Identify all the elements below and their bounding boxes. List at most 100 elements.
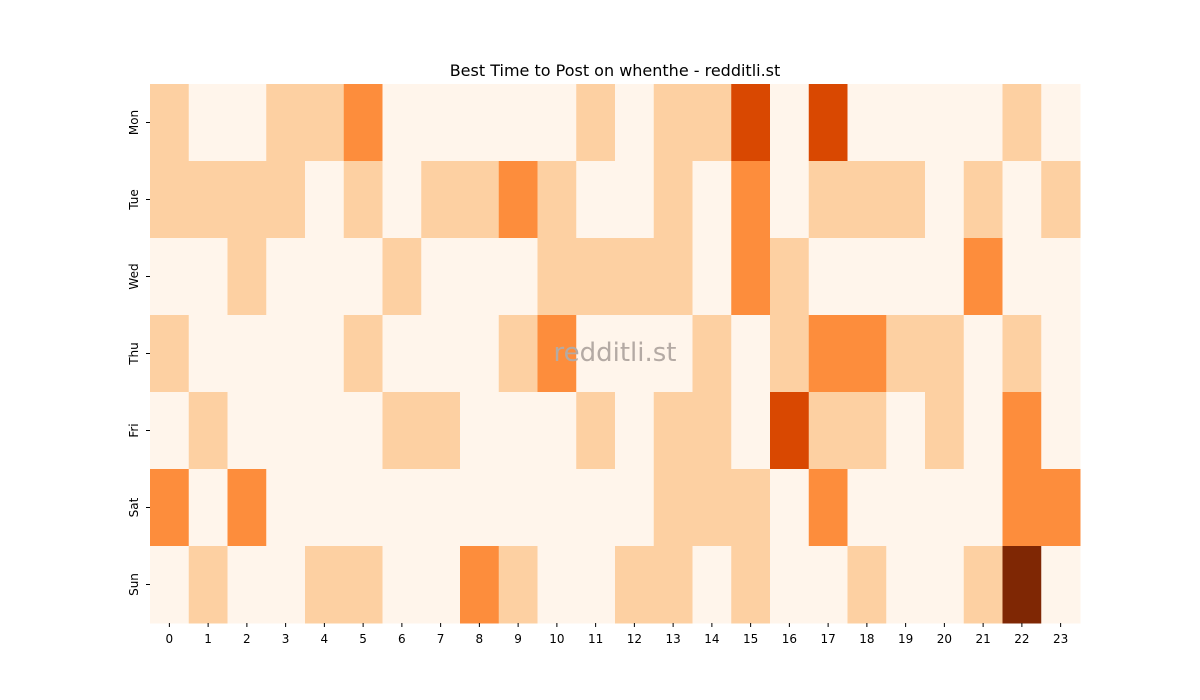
- x-tick-label: 6: [398, 632, 406, 646]
- heatmap-cell-fri-3: [266, 392, 306, 470]
- heatmap-cell-sat-7: [421, 469, 461, 547]
- heatmap-cell-tue-18: [847, 161, 887, 239]
- heatmap-cell-sun-17: [808, 546, 848, 624]
- heatmap-cell-sat-4: [305, 469, 345, 547]
- heatmap-cell-sun-0: [150, 546, 190, 624]
- heatmap-cells: [150, 84, 1081, 624]
- heatmap-cell-fri-14: [692, 392, 732, 470]
- heatmap-cell-mon-13: [653, 84, 693, 162]
- heatmap-cell-thu-12: [615, 315, 655, 393]
- heatmap-cell-wed-19: [886, 238, 926, 316]
- heatmap-cell-mon-18: [847, 84, 887, 162]
- watermark: redditli.st: [554, 338, 677, 368]
- heatmap-cell-wed-10: [537, 238, 577, 316]
- heatmap-cell-thu-23: [1041, 315, 1081, 393]
- y-tick-label: Sun: [127, 573, 141, 596]
- heatmap-cell-sun-5: [343, 546, 383, 624]
- heatmap-cell-fri-17: [808, 392, 848, 470]
- heatmap-cell-sun-13: [653, 546, 693, 624]
- heatmap-cell-sun-22: [1002, 546, 1042, 624]
- x-tick-label: 0: [166, 632, 174, 646]
- x-tick-label: 7: [437, 632, 445, 646]
- heatmap-cell-tue-19: [886, 161, 926, 239]
- x-tick-label: 14: [704, 632, 719, 646]
- heatmap-cell-tue-7: [421, 161, 461, 239]
- heatmap-cell-sun-19: [886, 546, 926, 624]
- heatmap-cell-sun-14: [692, 546, 732, 624]
- heatmap-cell-wed-13: [653, 238, 693, 316]
- y-tick-label: Sat: [127, 497, 141, 517]
- heatmap-cell-sat-16: [770, 469, 810, 547]
- heatmap-cell-tue-20: [925, 161, 965, 239]
- heatmap-cell-thu-22: [1002, 315, 1042, 393]
- heatmap-cell-wed-14: [692, 238, 732, 316]
- heatmap-cell-thu-6: [382, 315, 422, 393]
- x-tick-label: 3: [282, 632, 290, 646]
- x-tick-label: 1: [204, 632, 212, 646]
- heatmap-cell-wed-23: [1041, 238, 1081, 316]
- heatmap-cell-thu-5: [343, 315, 383, 393]
- x-tick-label: 21: [975, 632, 990, 646]
- heatmap-cell-tue-12: [615, 161, 655, 239]
- heatmap-cell-wed-3: [266, 238, 306, 316]
- x-tick-label: 10: [549, 632, 564, 646]
- heatmap-cell-mon-11: [576, 84, 616, 162]
- heatmap-cell-fri-21: [963, 392, 1003, 470]
- heatmap-cell-sat-18: [847, 469, 887, 547]
- heatmap-cell-wed-20: [925, 238, 965, 316]
- heatmap-cell-tue-11: [576, 161, 616, 239]
- heatmap-cell-mon-10: [537, 84, 577, 162]
- heatmap-cell-thu-0: [150, 315, 190, 393]
- heatmap-cell-fri-15: [731, 392, 771, 470]
- x-tick-label: 13: [665, 632, 680, 646]
- heatmap-cell-sun-15: [731, 546, 771, 624]
- heatmap-cell-sun-12: [615, 546, 655, 624]
- heatmap-cell-thu-10: [537, 315, 577, 393]
- heatmap-cell-sun-9: [498, 546, 538, 624]
- x-tick-label: 23: [1053, 632, 1068, 646]
- heatmap-cell-fri-22: [1002, 392, 1042, 470]
- heatmap-cell-sun-8: [460, 546, 500, 624]
- heatmap-cell-thu-14: [692, 315, 732, 393]
- heatmap-cell-sat-1: [188, 469, 228, 547]
- heatmap-cell-tue-6: [382, 161, 422, 239]
- heatmap-cell-tue-10: [537, 161, 577, 239]
- heatmap-cell-sat-9: [498, 469, 538, 547]
- y-tick-label: Wed: [127, 263, 141, 289]
- heatmap-cell-mon-5: [343, 84, 383, 162]
- heatmap-cell-wed-8: [460, 238, 500, 316]
- heatmap-cell-sun-3: [266, 546, 306, 624]
- heatmap-cell-tue-4: [305, 161, 345, 239]
- heatmap-cell-fri-1: [188, 392, 228, 470]
- heatmap-cell-sun-18: [847, 546, 887, 624]
- heatmap-cell-thu-16: [770, 315, 810, 393]
- heatmap-cell-fri-13: [653, 392, 693, 470]
- chart-title: Best Time to Post on whenthe - redditli.…: [450, 61, 781, 80]
- heatmap-cell-fri-2: [227, 392, 267, 470]
- heatmap-cell-mon-16: [770, 84, 810, 162]
- heatmap-cell-thu-3: [266, 315, 306, 393]
- heatmap-cell-thu-20: [925, 315, 965, 393]
- heatmap-cell-sat-19: [886, 469, 926, 547]
- x-tick-label: 18: [859, 632, 874, 646]
- heatmap-cell-thu-1: [188, 315, 228, 393]
- x-tick-label: 20: [937, 632, 952, 646]
- heatmap-cell-wed-18: [847, 238, 887, 316]
- heatmap-cell-sat-15: [731, 469, 771, 547]
- heatmap-cell-sat-0: [150, 469, 190, 547]
- heatmap-cell-fri-4: [305, 392, 345, 470]
- x-tick-label: 15: [743, 632, 758, 646]
- heatmap-cell-tue-13: [653, 161, 693, 239]
- heatmap-cell-tue-21: [963, 161, 1003, 239]
- heatmap-cell-sun-16: [770, 546, 810, 624]
- heatmap-cell-wed-4: [305, 238, 345, 316]
- heatmap-cell-fri-19: [886, 392, 926, 470]
- heatmap-cell-tue-14: [692, 161, 732, 239]
- x-tick-label: 12: [627, 632, 642, 646]
- heatmap-cell-sun-4: [305, 546, 345, 624]
- heatmap-cell-wed-2: [227, 238, 267, 316]
- heatmap-cell-thu-4: [305, 315, 345, 393]
- heatmap-cell-sun-7: [421, 546, 461, 624]
- x-tick-label: 2: [243, 632, 251, 646]
